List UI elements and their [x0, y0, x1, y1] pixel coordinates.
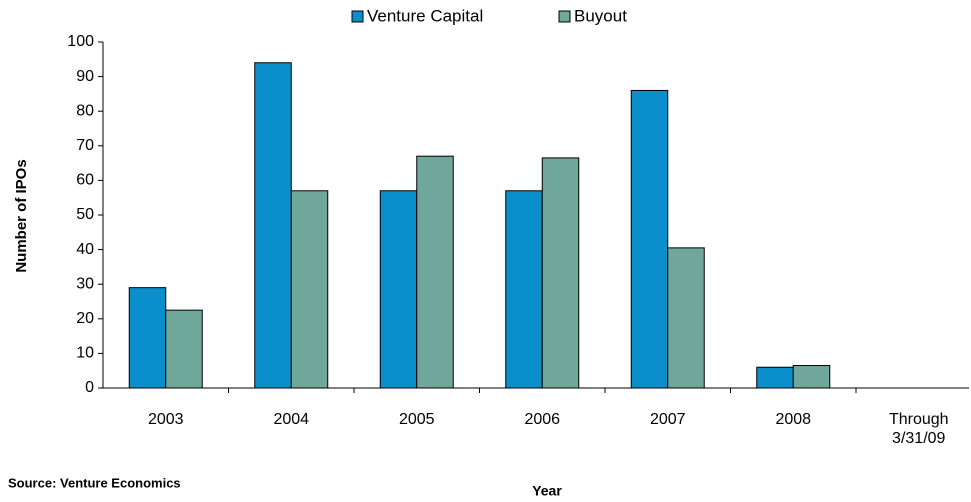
y-tick-label: 20 — [76, 310, 94, 327]
y-tick-label: 90 — [76, 68, 94, 85]
x-tick-label: 2003 — [147, 411, 184, 428]
y-axis-label: Number of IPOs — [13, 159, 30, 272]
x-tick-label: 2005 — [398, 411, 435, 428]
legend-swatch — [558, 10, 571, 23]
y-tick-label: 40 — [76, 241, 94, 258]
y-tick-label: 60 — [76, 172, 94, 189]
bar — [541, 157, 580, 389]
y-tick-label: 100 — [67, 33, 94, 50]
legend-label: Venture Capital — [367, 6, 483, 25]
source-note: Source: Venture Economics — [8, 475, 181, 490]
y-tick-label: 30 — [76, 275, 94, 292]
bar — [756, 366, 794, 389]
y-tick-label: 10 — [76, 345, 94, 362]
bar — [505, 190, 543, 389]
y-tick-label: 0 — [85, 379, 94, 396]
bar — [128, 287, 167, 389]
bar — [379, 190, 418, 389]
bar — [290, 190, 329, 389]
bar — [165, 309, 203, 389]
x-tick-label: 2008 — [775, 411, 812, 428]
bar — [416, 155, 454, 389]
bar — [630, 89, 669, 389]
x-tick-label: 2006 — [524, 411, 561, 428]
x-tick-label: 2007 — [649, 411, 686, 428]
x-axis-label: Year — [532, 483, 562, 499]
x-tick-label: 2004 — [273, 411, 310, 428]
legend-swatch — [351, 10, 364, 23]
bar — [254, 62, 292, 389]
y-tick-label: 80 — [76, 102, 94, 119]
bar — [792, 365, 831, 389]
y-tick-label: 70 — [76, 137, 94, 154]
x-tick-label: Through 3/31/09 — [888, 411, 949, 447]
legend-label: Buyout — [574, 6, 627, 25]
y-tick-label: 50 — [76, 206, 94, 223]
bar — [667, 247, 705, 389]
